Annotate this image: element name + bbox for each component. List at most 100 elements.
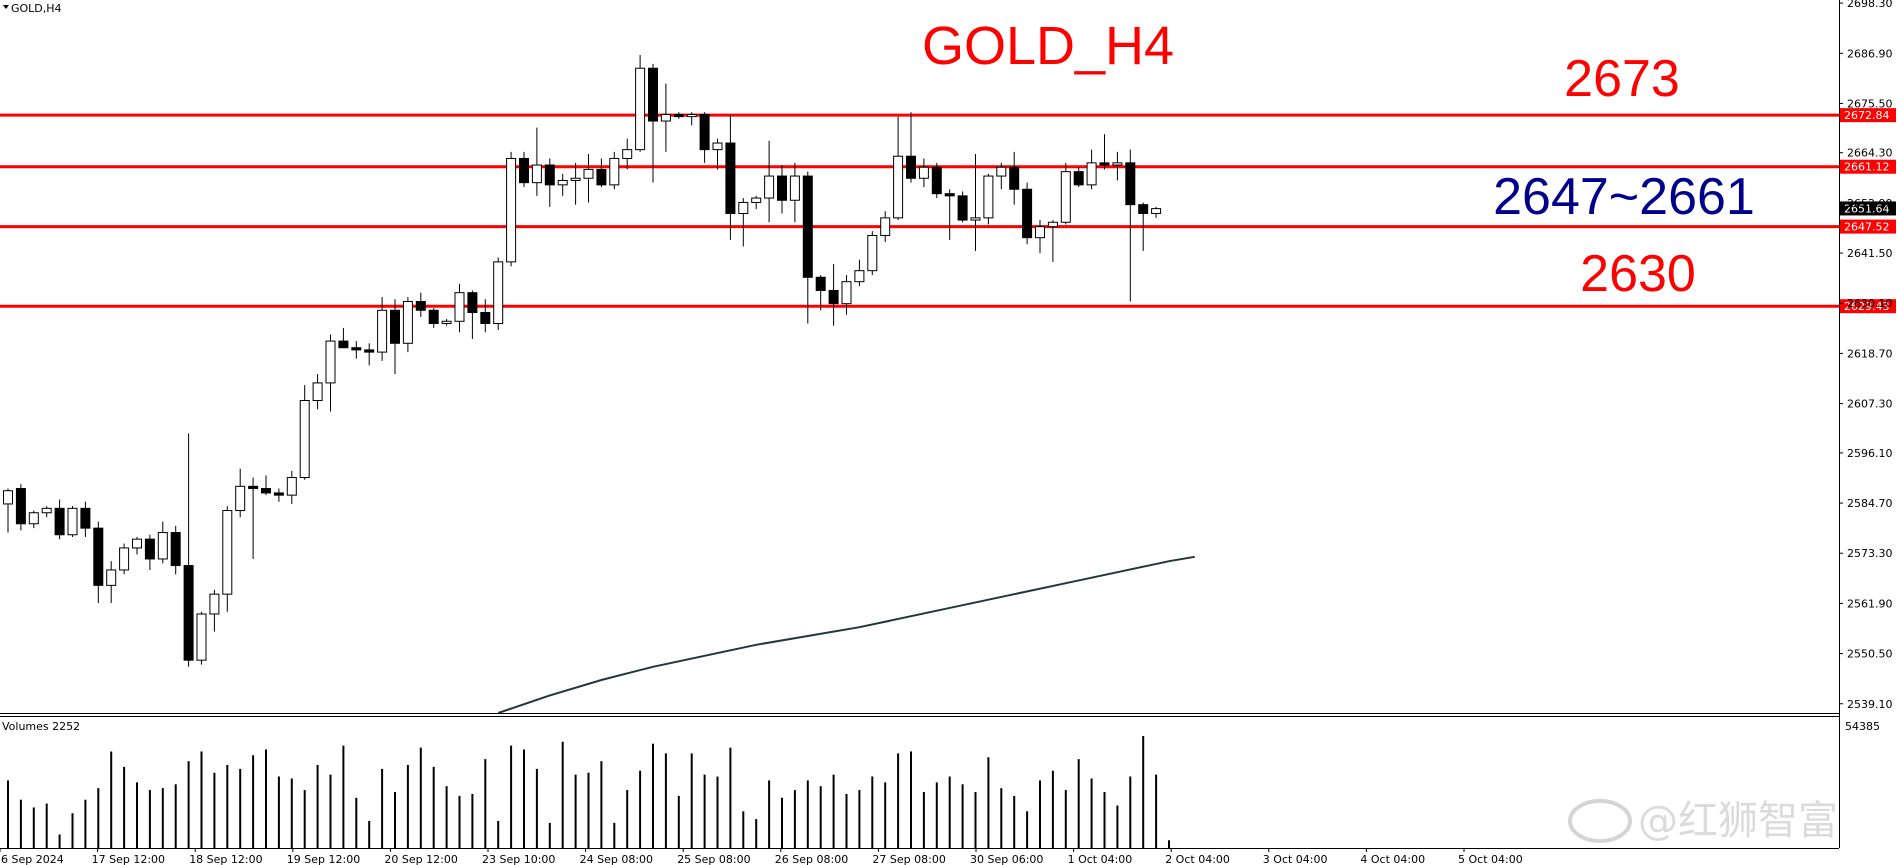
candle-body-bull [506, 157, 517, 263]
candle-body-bear [699, 113, 710, 151]
candle-body-bear [467, 292, 478, 313]
candle-body-bull [106, 569, 117, 586]
candle-body-bull [570, 177, 581, 181]
candle-body-bull [880, 217, 891, 236]
candle-body-bear [54, 507, 65, 536]
price-tick-label: 2573.30 [1847, 547, 1893, 560]
symbol-header: GOLD,H4 [3, 2, 62, 15]
volume-indicator-label: Volumes 2252 [2, 720, 80, 733]
candle [725, 114, 736, 240]
candle-body-bear [170, 532, 181, 567]
candle [67, 506, 78, 537]
candle-body-bull [196, 613, 207, 661]
level-lines-layer: 2672.84 2661.12 2647.52 2629.43 2651.64 [0, 108, 1896, 314]
candle [609, 151, 620, 190]
current-price-label: 2651.64 [1844, 202, 1890, 215]
candle-body-bull [1060, 171, 1071, 223]
candle-body-bear [144, 538, 155, 560]
candle-body-bull [854, 270, 865, 283]
symbol-label: GOLD,H4 [11, 2, 62, 15]
candle-body-bull [557, 179, 568, 186]
candle-body-bull [970, 217, 981, 221]
candle-body-bear [596, 168, 607, 186]
candle-body-bear [648, 67, 658, 122]
candle-body-bull [377, 309, 388, 353]
candle-body-bear [364, 349, 375, 353]
candle [377, 297, 388, 361]
candle-body-bull [686, 113, 697, 118]
candle-body-bull [67, 507, 78, 536]
candle-body-bull [209, 593, 220, 615]
volume-bars-layer [7, 736, 1170, 848]
candle [93, 521, 104, 603]
candle-body-bear [1138, 204, 1149, 214]
candle [1138, 202, 1149, 251]
level-price-tag [1840, 159, 1896, 174]
candle [544, 158, 555, 207]
candle [1099, 134, 1110, 170]
ma-line [497, 555, 1195, 714]
candle-body-bull [660, 113, 671, 122]
candle-body-bear [777, 175, 787, 201]
price-tick-label: 2698.30 [1847, 0, 1893, 10]
time-tick-label: 1 Oct 04:00 [1068, 853, 1133, 865]
candle-body-bull [996, 166, 1007, 177]
candle-body-bear [480, 311, 491, 324]
candle-body-bear [93, 527, 104, 586]
time-axis-labels: 16 Sep 2024 17 Sep 12:00 18 Sep 12:00 19 Se… [0, 848, 1523, 865]
moving-average-layer [497, 555, 1195, 714]
candle [467, 290, 478, 339]
candle-body-bull [983, 175, 994, 219]
candle-body-bear [390, 309, 400, 344]
candle [196, 611, 207, 665]
candle [596, 158, 607, 188]
candle [15, 484, 26, 531]
current-price-tag [1840, 201, 1896, 216]
dropdown-triangle-icon[interactable] [3, 5, 9, 9]
candle-body-bull [28, 512, 39, 525]
time-tick-label: 3 Oct 04:00 [1263, 853, 1328, 865]
candle-body-bear [931, 166, 942, 195]
level-price-tag [1840, 219, 1896, 234]
annotation-level-top: 2673 [1564, 50, 1680, 108]
candle [325, 334, 336, 412]
candle [1009, 151, 1020, 205]
candle [660, 83, 671, 152]
candle-body-bull [312, 382, 323, 402]
time-tick-label: 4 Oct 04:00 [1360, 853, 1425, 865]
candle-body-bear [1125, 162, 1136, 206]
candle-body-bull [918, 166, 929, 179]
candle [286, 470, 297, 504]
candle [854, 259, 865, 287]
candle [390, 299, 400, 375]
candle-body-bull [3, 490, 13, 505]
candle-body-bear [815, 276, 826, 291]
candle-body-bear [673, 113, 684, 118]
candle [622, 138, 633, 170]
candle [3, 488, 13, 533]
price-tick-label: 2664.30 [1847, 147, 1893, 160]
candle [170, 525, 181, 575]
candle-body-bull [325, 340, 336, 384]
annotation-title: GOLD_H4 [922, 16, 1174, 76]
watermark-text: @红狮智富 [1638, 798, 1838, 844]
candle [183, 433, 194, 667]
candle-body-bull [222, 510, 233, 595]
time-tick-label: 19 Sep 12:00 [287, 853, 360, 865]
candle-body-bull [157, 532, 168, 560]
candle [261, 475, 271, 496]
time-tick-label: 18 Sep 12:00 [189, 853, 262, 865]
price-tick-label: 2675.50 [1847, 97, 1893, 110]
candle [106, 561, 117, 603]
candle-body-bull [1086, 162, 1097, 186]
candle-body-bear [802, 175, 813, 278]
candle-body-bear [428, 309, 439, 324]
candle-body-bull [893, 155, 904, 219]
candle [480, 299, 491, 333]
candle [828, 264, 839, 326]
candle [144, 534, 155, 570]
candle-body-bull [789, 175, 800, 201]
candle [80, 501, 91, 537]
